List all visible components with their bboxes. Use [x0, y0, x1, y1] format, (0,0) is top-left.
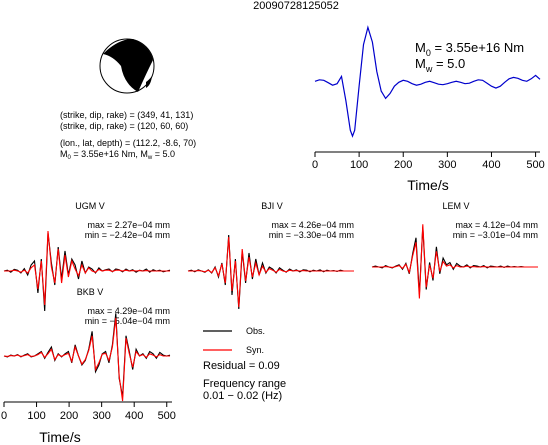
max-label: max = 4.12e−04 mm	[455, 220, 538, 230]
frequency-title: Frequency range	[203, 378, 286, 390]
wave-tick-label: 400	[125, 410, 143, 422]
legend: Obs. Syn. Residual = 0.09 Frequency rang…	[203, 326, 286, 402]
stf-ticks: 0 100 200 300 400 500	[312, 152, 545, 171]
legend-obs-label: Obs.	[246, 326, 265, 336]
legend-syn-label: Syn.	[246, 345, 264, 355]
stf-tick-label: 200	[394, 159, 412, 171]
synthetic-series-line	[372, 224, 538, 299]
wave-ticks: 0 100 200 300 400 500	[1, 402, 176, 422]
station-label: LEM V	[442, 201, 469, 211]
beachball-icon	[99, 38, 155, 94]
max-label: max = 4.26e−04 mm	[271, 220, 354, 230]
wave-x-label: Time/s	[39, 429, 80, 445]
synthetic-series-line	[188, 236, 354, 308]
min-label: min = −5.04e−04 mm	[85, 316, 170, 326]
stf-tick-label: 400	[482, 159, 500, 171]
stf-tick-label: 500	[526, 159, 544, 171]
stf-mw-label: Mw = 5.0	[415, 56, 465, 74]
stf-panel: 0 100 200 300 400 500 M0 = 3.55e+16 Nm Mw = 5…	[312, 25, 545, 193]
wave-tick-label: 300	[92, 410, 110, 422]
stf-tick-label: 0	[312, 159, 318, 171]
mechanism-info: (strike, dip, rake) = (349, 41, 131) (st…	[60, 110, 196, 161]
mechanism-line-1: (strike, dip, rake) = (349, 41, 131)	[60, 110, 193, 120]
mechanism-line-2: (strike, dip, rake) = (120, 60, 60)	[60, 121, 188, 131]
moment-line: M0 = 3.55e+16 Nm, Mw = 5.0	[60, 149, 175, 161]
stf-tick-label: 100	[350, 159, 368, 171]
wave-tick-label: 500	[158, 410, 176, 422]
station-label: BKB V	[77, 287, 104, 297]
max-label: max = 2.27e−04 mm	[87, 220, 170, 230]
max-label: max = 4.29e−04 mm	[87, 306, 170, 316]
wave-tick-label: 100	[27, 410, 45, 422]
synthetic-series-line	[4, 230, 170, 306]
wave-axis: 0 100 200 300 400 500 Time/s	[1, 401, 176, 445]
station-label: BJI V	[261, 201, 283, 211]
residual-label: Residual = 0.09	[203, 360, 280, 372]
wave-tick-label: 200	[60, 410, 78, 422]
figure-title: 20090728125052	[253, 0, 339, 12]
observed-series-line	[187, 234, 354, 310]
min-label: min = −2.42e−04 mm	[85, 230, 170, 240]
stf-x-label: Time/s	[407, 177, 448, 193]
stf-tick-label: 300	[438, 159, 456, 171]
frequency-value: 0.01 − 0.02 (Hz)	[203, 390, 282, 402]
station-label: UGM V	[75, 201, 105, 211]
wave-tick-label: 0	[1, 410, 7, 422]
min-label: min = −3.01e−04 mm	[453, 230, 538, 240]
stf-m0-label: M0 = 3.55e+16 Nm	[415, 40, 524, 58]
min-label: min = −3.30e−04 mm	[269, 230, 354, 240]
stf-series-line	[314, 25, 541, 138]
synthetic-series-line	[3, 317, 170, 402]
mechanism-line-3: (lon., lat, depth) = (112.2, -8.6, 70)	[60, 138, 196, 148]
